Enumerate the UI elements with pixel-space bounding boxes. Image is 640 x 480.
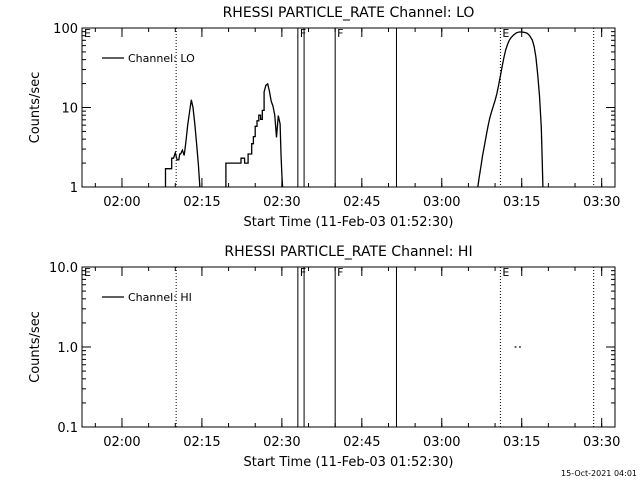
x-tick-label: 03:30 <box>583 195 620 210</box>
x-tick-label: 02:30 <box>263 435 300 450</box>
y-tick-label: 0.1 <box>57 421 78 436</box>
y-tick-label: 1.0 <box>57 341 78 356</box>
event-marker-label: E <box>502 266 509 279</box>
x-tick-label: 02:15 <box>183 435 220 450</box>
series-line <box>477 31 544 187</box>
x-tick-label: 03:00 <box>423 195 460 210</box>
x-tick-label: 03:15 <box>503 435 540 450</box>
y-tick-label: 10 <box>61 102 78 117</box>
x-tick-label: 03:15 <box>503 195 540 210</box>
series-line <box>164 99 201 187</box>
event-marker-label: E <box>84 266 91 279</box>
chart-title: RHESSI PARTICLE_RATE Channel: HI <box>224 244 472 260</box>
y-tick-label: 10.0 <box>49 261 78 276</box>
event-marker-label: F <box>300 266 306 279</box>
y-axis-label: Counts/sec <box>28 311 43 383</box>
x-tick-label: 02:15 <box>183 195 220 210</box>
footer-date: 15-Oct-2021 04:01 <box>561 469 637 478</box>
x-tick-label: 02:00 <box>103 195 140 210</box>
event-marker-label: E <box>502 27 509 40</box>
series-line <box>225 82 284 187</box>
event-marker-label: F <box>337 266 343 279</box>
x-tick-label: 02:30 <box>263 195 300 210</box>
legend-label: Channel: HI <box>128 291 192 304</box>
legend-label: Channel: LO <box>128 52 195 65</box>
y-tick-label: 100 <box>53 22 78 37</box>
x-tick-label: 02:45 <box>343 435 380 450</box>
panel-lo: RHESSI PARTICLE_RATE Channel: LO 1 10 100 Co… <box>28 5 620 230</box>
x-tick-label: 03:30 <box>583 435 620 450</box>
event-marker-label: E <box>84 27 91 40</box>
y-axis-label: Counts/sec <box>28 72 43 144</box>
series-group <box>164 31 544 187</box>
event-marker-label: F <box>337 27 343 40</box>
x-axis-label: Start Time (11-Feb-03 01:52:30) <box>244 455 454 470</box>
x-tick-label: 02:45 <box>343 195 380 210</box>
y-tick-label: 1 <box>70 181 78 196</box>
x-tick-label: 03:00 <box>423 435 460 450</box>
x-tick-label: 02:00 <box>103 435 140 450</box>
chart-title: RHESSI PARTICLE_RATE Channel: LO <box>223 5 475 21</box>
panel-hi: RHESSI PARTICLE_RATE Channel: HI 0.1 1.0 10… <box>28 244 620 470</box>
event-marker-label: F <box>300 27 306 40</box>
x-axis-label: Start Time (11-Feb-03 01:52:30) <box>244 215 454 230</box>
